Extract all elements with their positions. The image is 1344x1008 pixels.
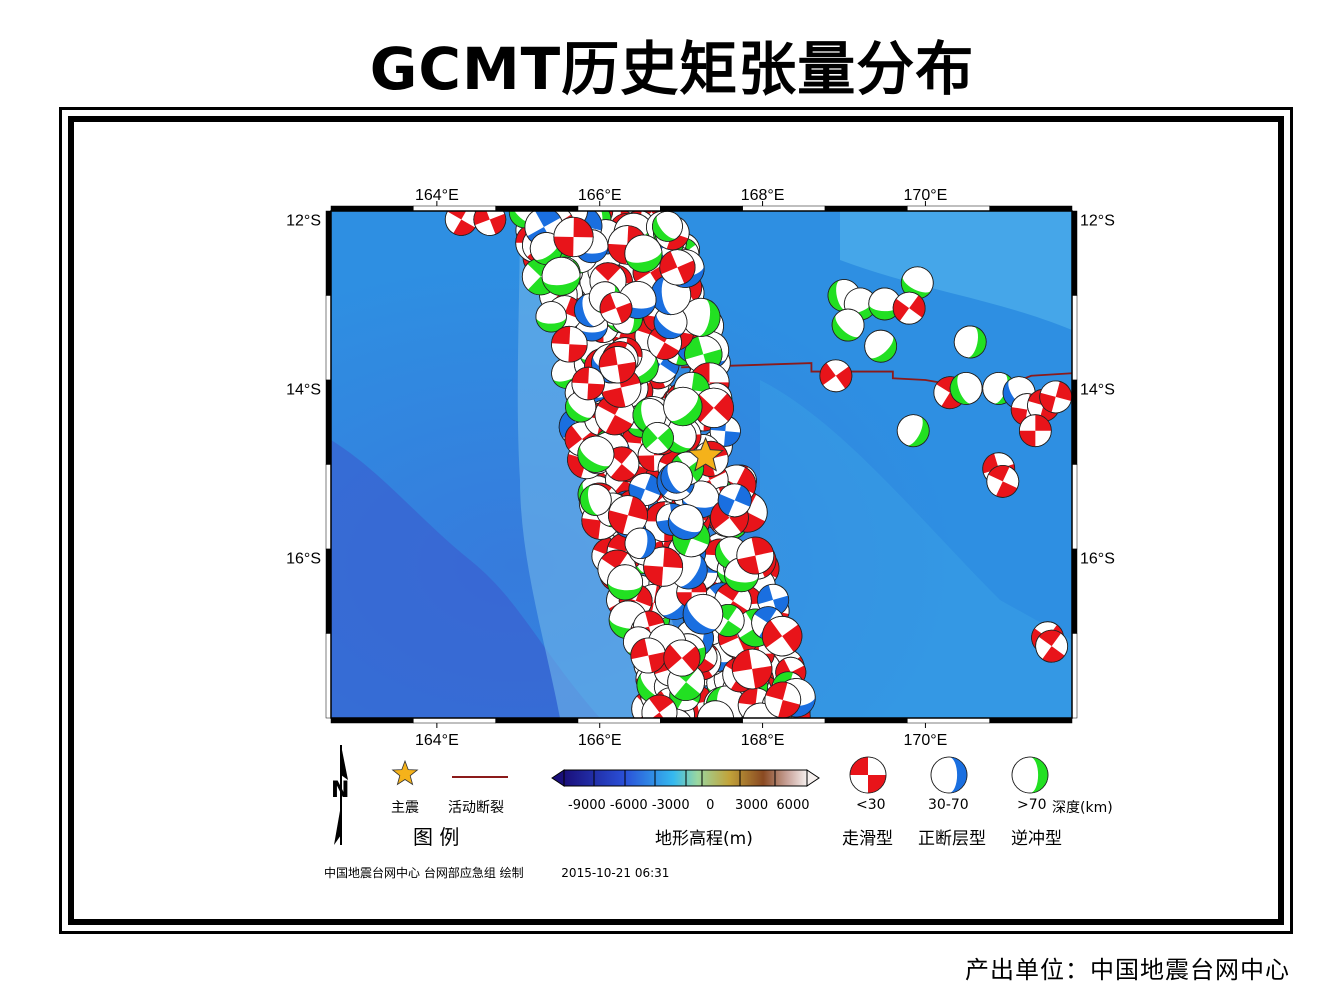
legend-topo-label: 地形高程(m) — [655, 829, 753, 849]
axis-labels: 164°E 164°E 166°E 166°E 168°E 168°E 170°E 170°E… — [286, 187, 1115, 749]
lon-tick-label-bottom: 166°E — [578, 732, 622, 749]
beachball-icon — [819, 359, 853, 393]
beachball-icon — [579, 483, 612, 516]
legend-main-shock-label: 主震 — [391, 800, 419, 816]
beachball-icon — [896, 414, 930, 448]
beachball-icon — [864, 329, 898, 363]
lat-tick-label-right: 16°S — [1080, 550, 1115, 567]
beachball-icon — [608, 495, 648, 536]
beachball-icon — [949, 372, 983, 405]
beachball-icon — [736, 536, 775, 575]
credit-time: 2015-10-21 06:31 — [561, 866, 670, 880]
topography-layer — [331, 211, 1072, 718]
lon-tick-label-bottom: 164°E — [415, 732, 459, 749]
lon-tick-label-top: 164°E — [415, 187, 459, 204]
beachball-icon — [641, 422, 674, 455]
beachball-icon — [761, 615, 803, 657]
legend-depth-deep: >70 — [1017, 797, 1047, 813]
beachball-icon — [831, 308, 865, 342]
drawing-credit: 中国地震台网中心 台网部应急组 绘制 2015-10-21 06:31 — [324, 864, 669, 881]
map-frame — [325, 205, 1078, 724]
beachball-icon — [697, 700, 734, 718]
beachball-icon — [667, 504, 704, 540]
north-label: N — [331, 778, 350, 803]
beachball-icon — [641, 694, 678, 718]
legend-depth-shallow: <30 — [856, 797, 886, 813]
lat-tick-label-right: 14°S — [1080, 381, 1115, 398]
beachball-icon — [652, 211, 683, 242]
legend-type-thrust: 逆冲型 — [1011, 829, 1062, 849]
beachball-icon — [1011, 756, 1049, 794]
beachball-icon — [541, 256, 581, 296]
lat-tick-label-left: 12°S — [286, 212, 321, 229]
legend-beachballs — [849, 756, 1049, 794]
beachball-icon — [1018, 414, 1052, 448]
beachball-icon — [607, 564, 644, 601]
footer-producer: 产出单位：中国地震台网中心 — [965, 956, 1290, 984]
beachball-icon — [717, 483, 752, 518]
beachball-icon — [660, 461, 693, 494]
legend-title: 图 例 — [413, 825, 460, 849]
beachball-icon — [535, 301, 567, 333]
beachball-icon — [953, 325, 987, 359]
lon-tick-label-bottom: 168°E — [741, 732, 785, 749]
lat-tick-label-left: 14°S — [286, 381, 321, 398]
beachball-icon — [1039, 380, 1072, 414]
beachball-icon — [643, 546, 684, 587]
beachball-icon — [682, 593, 724, 635]
topo-colorbar — [551, 769, 820, 787]
beachball-icon — [624, 527, 656, 560]
page-title: GCMT历史矩张量分布 — [369, 35, 975, 103]
outer-frame — [59, 107, 1293, 934]
legend-star-icon — [391, 759, 419, 786]
beachball-icon — [663, 386, 703, 427]
beachball-icon — [630, 637, 667, 674]
beachball-icon — [757, 583, 790, 616]
beachball-icon — [731, 648, 773, 690]
beachball-icon — [986, 464, 1020, 498]
legend-depth-unit: 深度(km) — [1052, 800, 1113, 816]
inner-frame — [68, 116, 1284, 925]
legend-fault-label: 活动断裂 — [448, 800, 504, 816]
beachball-icon — [681, 297, 721, 337]
lon-tick-label-top: 168°E — [741, 187, 785, 204]
lon-tick-label-bottom: 170°E — [904, 732, 948, 749]
beachball-layer — [444, 211, 1072, 718]
beachball-icon — [624, 234, 663, 273]
lat-tick-label-right: 12°S — [1080, 212, 1115, 229]
main-shock-star — [687, 436, 724, 472]
legend-type-normal: 正断层型 — [918, 829, 986, 849]
beachball-icon — [571, 366, 605, 401]
beachball-icon — [598, 346, 637, 384]
beachball-icon — [553, 216, 594, 258]
legend-depth-mid: 30-70 — [928, 797, 969, 813]
beachball-icon — [1035, 629, 1069, 663]
beachball-icon — [551, 325, 588, 363]
credit-org: 中国地震台网中心 台网部应急组 绘制 — [324, 866, 524, 880]
beachball-icon — [659, 249, 696, 286]
legend-topo-ticks: -9000 -6000 -3000 0 3000 6000 — [568, 798, 810, 813]
beachball-icon — [849, 756, 887, 794]
beachball-icon — [577, 435, 615, 473]
beachball-icon — [930, 756, 968, 794]
beachball-icon — [663, 639, 701, 677]
lat-tick-label-left: 16°S — [286, 550, 321, 567]
lon-tick-label-top: 166°E — [578, 187, 622, 204]
legend-type-strike-slip: 走滑型 — [842, 829, 893, 849]
north-arrow — [334, 745, 348, 845]
beachball-icon — [892, 291, 926, 325]
beachball-icon — [599, 291, 633, 325]
lon-tick-label-top: 170°E — [904, 187, 948, 204]
